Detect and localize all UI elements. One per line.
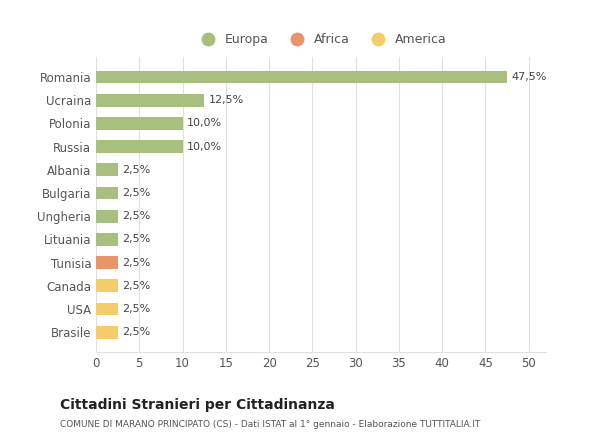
Bar bbox=[96, 140, 182, 153]
Text: 2,5%: 2,5% bbox=[122, 211, 150, 221]
Bar bbox=[96, 279, 118, 292]
Text: 2,5%: 2,5% bbox=[122, 235, 150, 244]
Bar bbox=[96, 326, 118, 339]
Bar bbox=[96, 256, 118, 269]
Text: 2,5%: 2,5% bbox=[122, 327, 150, 337]
Text: 10,0%: 10,0% bbox=[187, 118, 222, 128]
Bar bbox=[96, 94, 204, 106]
Text: 2,5%: 2,5% bbox=[122, 165, 150, 175]
Text: 2,5%: 2,5% bbox=[122, 257, 150, 268]
Text: 12,5%: 12,5% bbox=[209, 95, 244, 105]
Text: 2,5%: 2,5% bbox=[122, 188, 150, 198]
Bar bbox=[96, 117, 182, 130]
Bar bbox=[96, 163, 118, 176]
Text: 47,5%: 47,5% bbox=[511, 72, 547, 82]
Text: 2,5%: 2,5% bbox=[122, 304, 150, 314]
Bar bbox=[96, 187, 118, 199]
Bar bbox=[96, 233, 118, 246]
Bar bbox=[96, 303, 118, 315]
Text: 10,0%: 10,0% bbox=[187, 142, 222, 152]
Legend: Europa, Africa, America: Europa, Africa, America bbox=[190, 28, 452, 51]
Bar bbox=[96, 70, 507, 83]
Text: Cittadini Stranieri per Cittadinanza: Cittadini Stranieri per Cittadinanza bbox=[60, 398, 335, 412]
Bar bbox=[96, 210, 118, 223]
Text: 2,5%: 2,5% bbox=[122, 281, 150, 291]
Text: COMUNE DI MARANO PRINCIPATO (CS) - Dati ISTAT al 1° gennaio - Elaborazione TUTTI: COMUNE DI MARANO PRINCIPATO (CS) - Dati … bbox=[60, 420, 481, 429]
